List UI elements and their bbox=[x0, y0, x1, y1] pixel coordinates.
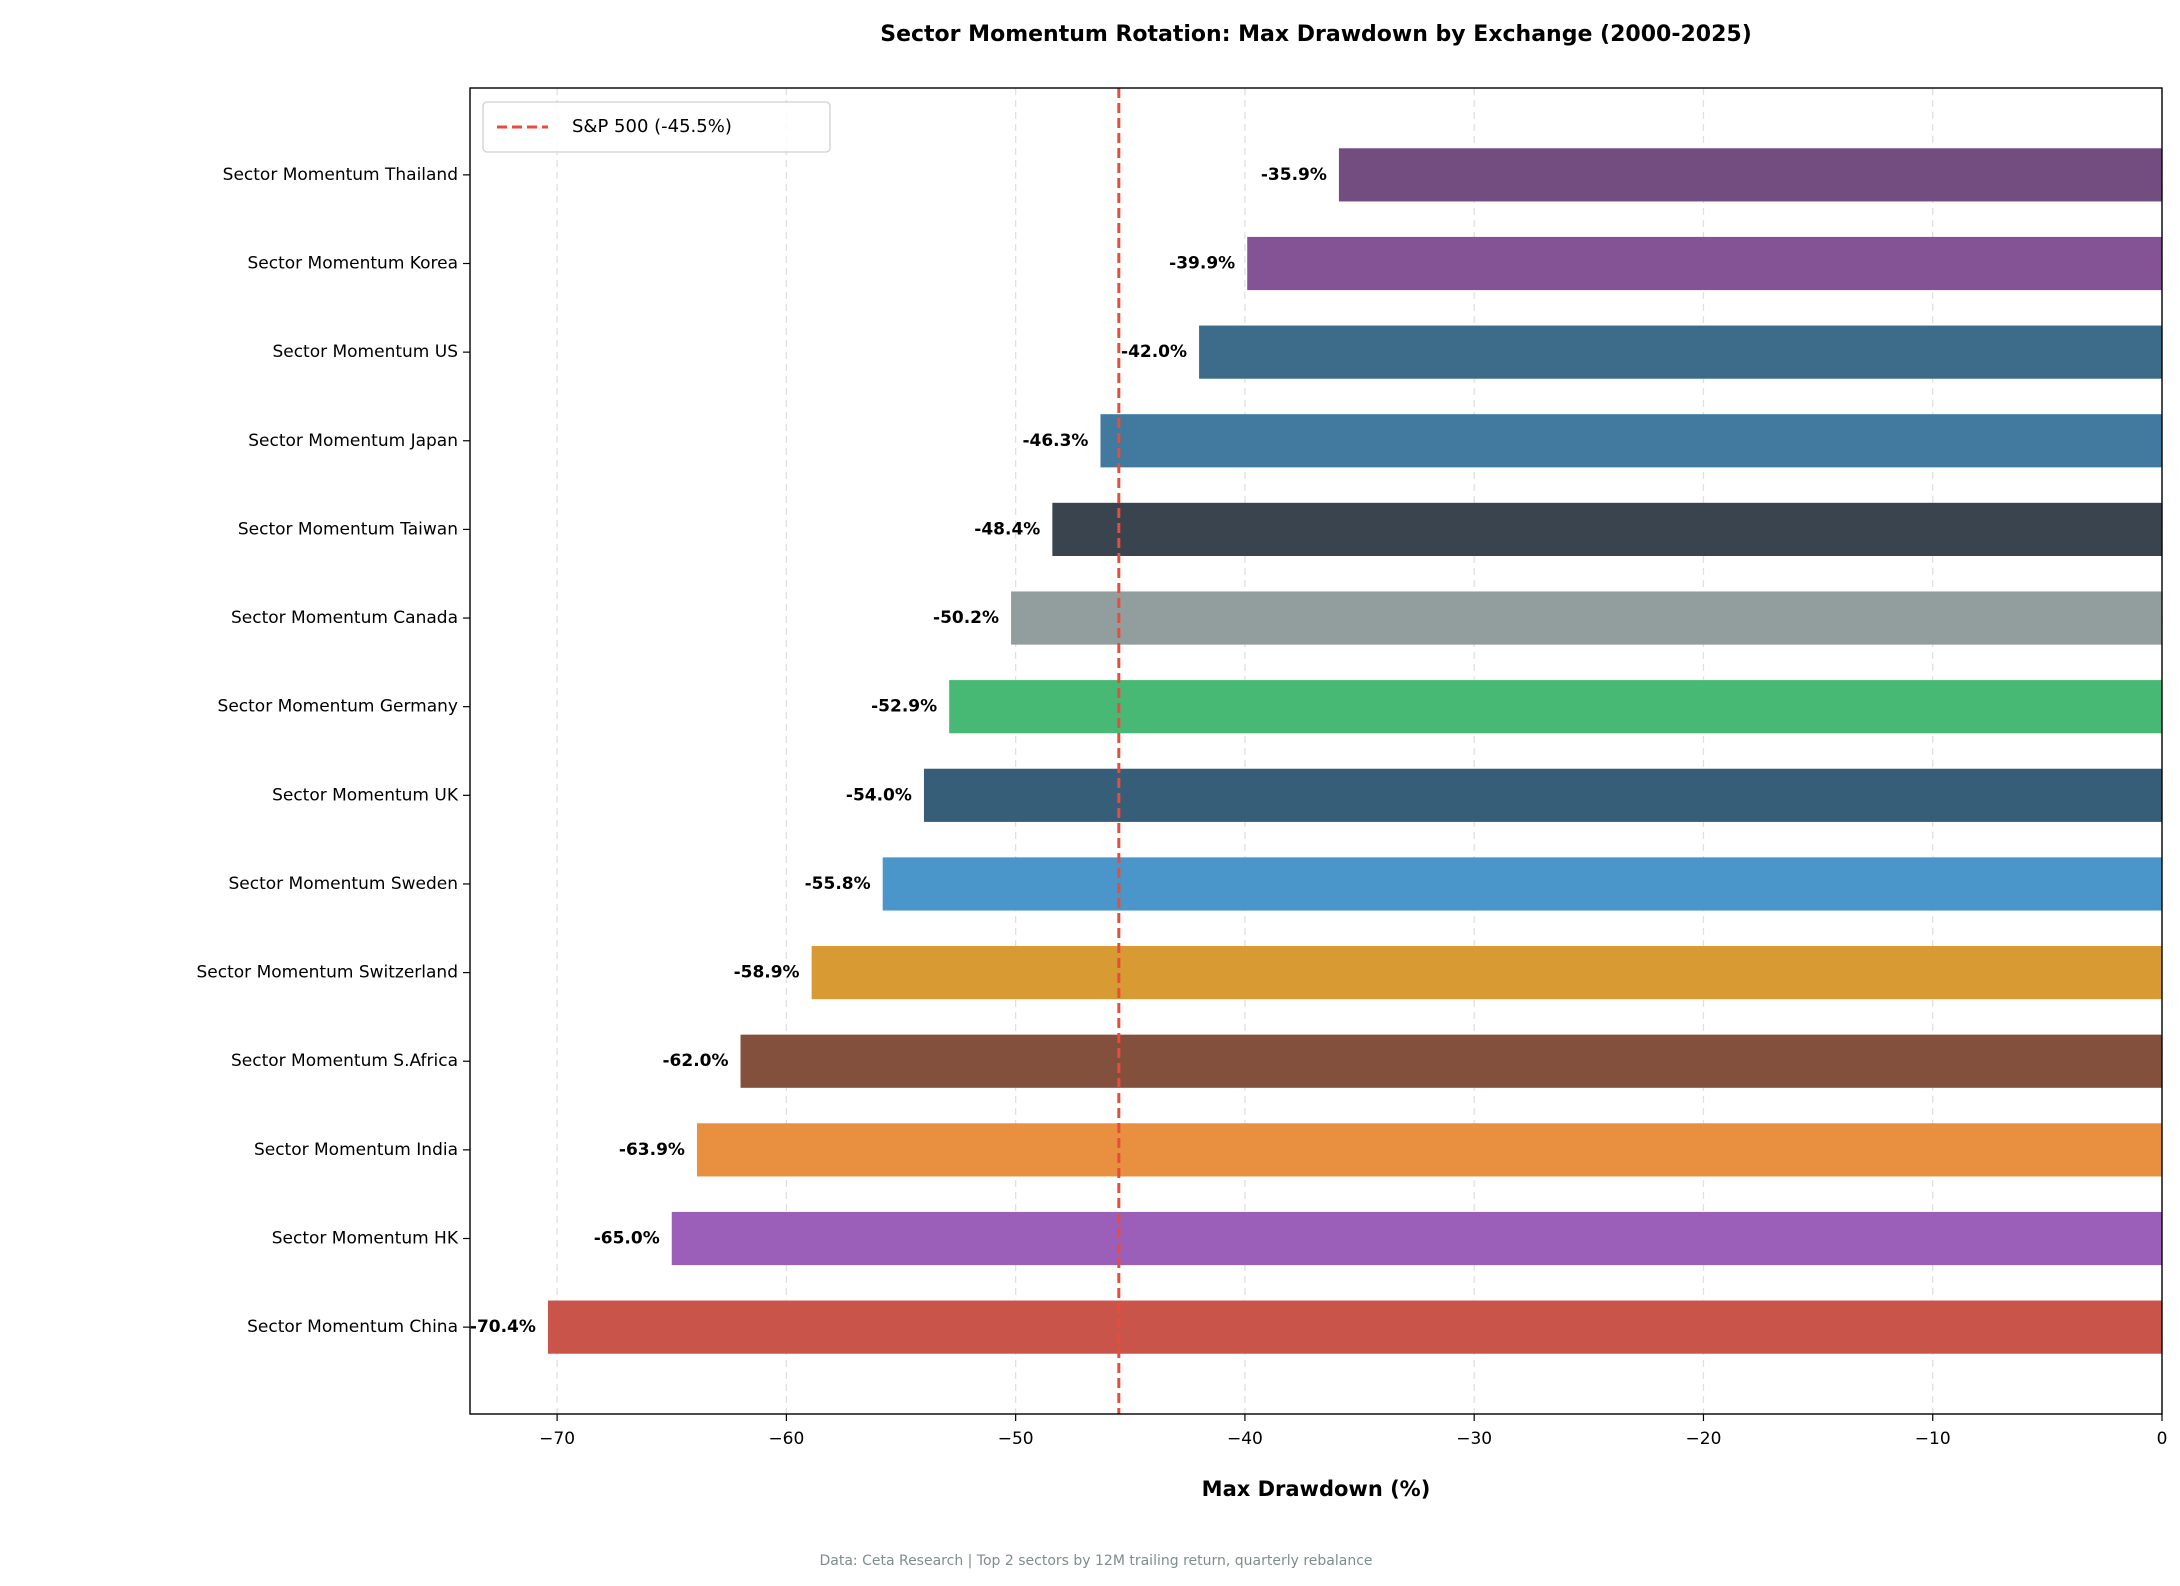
data-label: -62.0% bbox=[662, 1051, 728, 1071]
y-tick-label: Sector Momentum Sweden bbox=[229, 874, 459, 894]
y-tick-label: Sector Momentum China bbox=[247, 1317, 458, 1337]
y-tick-label: Sector Momentum Thailand bbox=[223, 165, 458, 185]
bar bbox=[882, 857, 2163, 911]
bar bbox=[1011, 591, 2162, 645]
bar bbox=[740, 1034, 2162, 1088]
x-tick-label: −40 bbox=[1227, 1429, 1263, 1449]
bar bbox=[1100, 414, 2162, 468]
x-tick-label: −20 bbox=[1686, 1429, 1722, 1449]
data-label: -52.9% bbox=[871, 697, 937, 717]
bar bbox=[811, 946, 2162, 1000]
y-tick-label: Sector Momentum Korea bbox=[247, 254, 458, 274]
y-tick-label: Sector Momentum UK bbox=[272, 785, 459, 805]
legend: S&P 500 (-45.5%) bbox=[482, 101, 831, 153]
bar bbox=[1199, 325, 2162, 379]
bar bbox=[671, 1211, 2162, 1266]
bar bbox=[1338, 148, 2162, 202]
chart-title: Sector Momentum Rotation: Max Drawdown b… bbox=[880, 22, 1752, 47]
x-tick-label: 0 bbox=[2157, 1429, 2168, 1449]
data-label: -70.4% bbox=[470, 1317, 536, 1337]
y-tick-label: Sector Momentum US bbox=[272, 342, 458, 362]
x-tick-label: −60 bbox=[768, 1429, 804, 1449]
y-tick-label: Sector Momentum S.Africa bbox=[231, 1051, 458, 1071]
bar bbox=[949, 680, 2163, 734]
data-label: -42.0% bbox=[1121, 342, 1187, 362]
data-label: -46.3% bbox=[1022, 431, 1088, 451]
footnote: Data: Ceta Research | Top 2 sectors by 1… bbox=[819, 1553, 1372, 1569]
y-tick-label: Sector Momentum Canada bbox=[231, 608, 458, 628]
plot-frame bbox=[469, 87, 2163, 1415]
data-label: -65.0% bbox=[594, 1229, 660, 1249]
data-label: -39.9% bbox=[1169, 254, 1235, 274]
legend-box bbox=[482, 101, 831, 153]
x-tick-label: −50 bbox=[998, 1429, 1034, 1449]
data-label: -50.2% bbox=[933, 608, 999, 628]
data-label: -63.9% bbox=[619, 1140, 685, 1160]
data-label: -48.4% bbox=[974, 519, 1040, 539]
legend-label: S&P 500 (-45.5%) bbox=[572, 116, 732, 137]
x-tick-label: −70 bbox=[539, 1429, 575, 1449]
bar bbox=[923, 768, 2163, 822]
x-tick-label: −30 bbox=[1456, 1429, 1492, 1449]
y-tick-label: Sector Momentum Germany bbox=[218, 697, 458, 717]
y-tick-label: Sector Momentum Japan bbox=[248, 431, 458, 451]
bar bbox=[1052, 502, 2162, 556]
data-label: -55.8% bbox=[805, 874, 871, 894]
y-tick-label: Sector Momentum Taiwan bbox=[238, 519, 458, 539]
bar bbox=[696, 1123, 2162, 1177]
bar bbox=[547, 1300, 2163, 1354]
data-label: -58.9% bbox=[734, 963, 800, 983]
bar bbox=[1247, 236, 2162, 291]
data-label: -35.9% bbox=[1261, 165, 1327, 185]
x-axis-label: Max Drawdown (%) bbox=[1202, 1477, 1431, 1501]
y-tick-label: Sector Momentum HK bbox=[272, 1229, 459, 1249]
y-tick-label: Sector Momentum India bbox=[254, 1140, 458, 1160]
data-label: -54.0% bbox=[846, 785, 912, 805]
x-tick-label: −10 bbox=[1915, 1429, 1951, 1449]
y-tick-label: Sector Momentum Switzerland bbox=[197, 963, 458, 983]
